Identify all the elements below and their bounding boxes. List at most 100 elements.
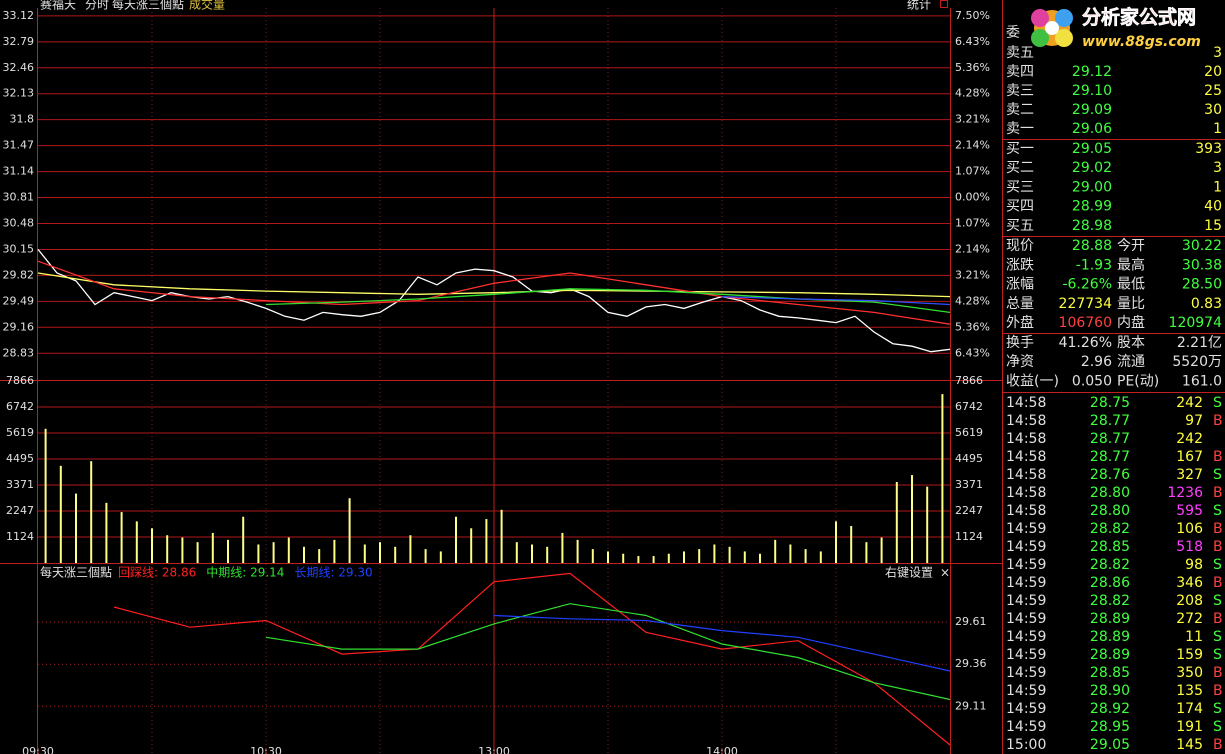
y-tick-label: 1124 xyxy=(6,530,34,543)
book-volume: 3 xyxy=(1213,45,1222,61)
trade-price: 28.90 xyxy=(1090,683,1130,699)
stat-value: 5520万 xyxy=(1172,354,1222,370)
trade-side: S xyxy=(1213,467,1222,483)
line xyxy=(265,288,951,314)
y-tick-label: 31.8 xyxy=(10,113,35,126)
book-label: 卖三 xyxy=(1006,83,1034,99)
y-tick-label: 29.82 xyxy=(3,268,35,281)
book-price: 28.98 xyxy=(1072,218,1112,234)
trade-volume: 518 xyxy=(1176,539,1203,555)
trade-price: 28.77 xyxy=(1090,431,1130,447)
trade-side: B xyxy=(1213,485,1223,501)
book-volume: 25 xyxy=(1204,83,1222,99)
stat-label: 现价 xyxy=(1006,238,1034,254)
y-tick-label-right: 5619 xyxy=(955,426,983,439)
y-tick-label-right: 7866 xyxy=(955,374,983,387)
volume-bar xyxy=(500,509,503,563)
book-price: 29.10 xyxy=(1072,83,1112,99)
stat-label: 股本 xyxy=(1117,335,1145,351)
trade-time: 14:59 xyxy=(1006,683,1046,699)
y-tick-label: 32.13 xyxy=(3,87,35,100)
stat-label: 流通 xyxy=(1117,354,1145,370)
trade-time: 14:59 xyxy=(1006,539,1046,555)
window-box[interactable] xyxy=(940,0,948,8)
trade-time: 14:59 xyxy=(1006,701,1046,717)
volume-bar xyxy=(728,546,731,563)
volume-bar xyxy=(105,502,108,563)
stats-button[interactable]: 统计 xyxy=(907,0,931,12)
trade-time: 14:59 xyxy=(1006,665,1046,681)
book-label: 卖二 xyxy=(1006,102,1034,118)
stat-value: 227734 xyxy=(1059,296,1113,312)
trade-time: 14:59 xyxy=(1006,611,1046,627)
logo-center xyxy=(1045,21,1059,35)
trade-side: S xyxy=(1213,629,1222,645)
y-tick-label: 28.83 xyxy=(3,346,35,359)
volume-bar xyxy=(698,549,701,563)
settings[interactable]: 右键设置 xyxy=(885,565,933,580)
indicator-title: 每天涨三個點 xyxy=(40,565,112,580)
stat-value: 2.96 xyxy=(1081,354,1112,370)
trade-time: 14:59 xyxy=(1006,521,1046,537)
trade-side: S xyxy=(1213,719,1222,735)
trade-volume: 145 xyxy=(1176,737,1203,753)
trade-time: 14:59 xyxy=(1006,593,1046,609)
book-label: 卖一 xyxy=(1006,121,1034,137)
pct-label: 6.43% xyxy=(955,35,990,48)
stat-label: 总量 xyxy=(1006,296,1034,312)
y-tick-label: 29.36 xyxy=(955,657,987,670)
volume-bar xyxy=(880,537,883,563)
trade-volume: 174 xyxy=(1176,701,1203,717)
pct-label: 3.21% xyxy=(955,268,990,281)
trade-price: 28.85 xyxy=(1090,665,1130,681)
stat-value: -1.93 xyxy=(1076,257,1112,273)
volume-bar xyxy=(348,498,351,563)
trade-time: 14:59 xyxy=(1006,575,1046,591)
y-tick-label: 30.81 xyxy=(3,191,35,204)
mode[interactable]: 分时 xyxy=(85,0,109,12)
stat-value: 41.26% xyxy=(1059,335,1112,351)
volume-bar xyxy=(75,493,77,563)
volume-bar xyxy=(561,532,564,563)
volume-bar xyxy=(713,544,716,563)
trade-side: S xyxy=(1213,593,1222,609)
volume-bar xyxy=(455,516,457,563)
volume-bar xyxy=(227,539,229,563)
line xyxy=(37,260,951,325)
book-price: 29.09 xyxy=(1072,102,1112,118)
book-volume: 15 xyxy=(1204,218,1222,234)
volume-bar xyxy=(911,475,913,563)
trade-volume: 595 xyxy=(1176,503,1203,519)
pct-label: 5.36% xyxy=(955,61,990,74)
y-tick-label-right: 1124 xyxy=(955,530,983,543)
line xyxy=(113,572,951,746)
volume-bar xyxy=(652,556,655,563)
volume-bar xyxy=(895,482,898,563)
book-price: 29.12 xyxy=(1072,64,1112,80)
y-tick-label: 31.14 xyxy=(3,165,35,178)
logo: 分析家公式网 www.88gs.com xyxy=(1031,5,1201,50)
stat-label: 收益(一) xyxy=(1006,373,1059,389)
book-price: 29.05 xyxy=(1072,141,1112,157)
time-label: 14:00 xyxy=(706,745,738,754)
trade-side: B xyxy=(1213,575,1223,591)
volume-bar xyxy=(637,556,640,563)
trade-side: S xyxy=(1213,503,1222,519)
stat-label: PE(动) xyxy=(1117,373,1159,389)
close[interactable]: × xyxy=(940,566,950,580)
y-tick-label: 7866 xyxy=(6,374,34,387)
stat-value: 161.0 xyxy=(1182,373,1222,389)
trade-side: B xyxy=(1213,521,1223,537)
stat-label: 今开 xyxy=(1117,238,1145,254)
y-tick-label: 33.12 xyxy=(3,9,35,22)
y-tick-label: 4495 xyxy=(6,452,34,465)
volume-bar xyxy=(318,549,321,563)
trade-volume: 11 xyxy=(1185,629,1203,645)
trade-time: 14:58 xyxy=(1006,503,1046,519)
volume-bar xyxy=(303,546,305,563)
volume-bar xyxy=(424,549,427,563)
trade-time: 14:59 xyxy=(1006,647,1046,663)
volume-bar xyxy=(151,528,153,563)
